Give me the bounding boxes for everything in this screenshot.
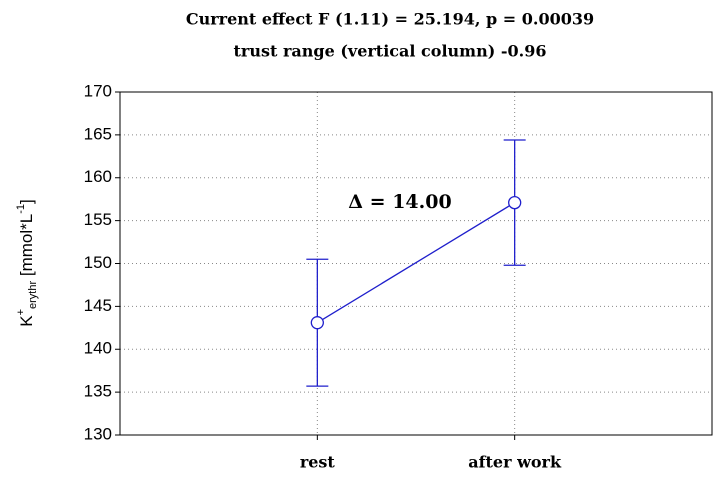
y-tick-label: 130	[84, 424, 112, 443]
y-axis-label: K+erythr [mmol*L-1]	[15, 199, 39, 327]
point	[310, 316, 324, 330]
y-tick-label: 150	[84, 253, 112, 272]
y-tick-label: 135	[84, 382, 112, 401]
y-label-part: [mmol*L	[17, 214, 36, 281]
y-label-part: -1	[15, 204, 27, 214]
y-tick-label: 165	[84, 124, 112, 143]
plot-frame	[119, 91, 713, 436]
chart-title: Current effect F (1.11) = 25.194, p = 0.…	[186, 10, 594, 29]
x-tick-label: after work	[468, 453, 562, 472]
chart-subtitle: trust range (vertical column) -0.96	[234, 42, 547, 61]
y-label-part: ]	[17, 199, 36, 204]
x-tick-label: rest	[300, 453, 336, 472]
y-tick-label: 155	[84, 210, 112, 229]
point	[508, 195, 522, 210]
y-label-part: erythr	[27, 281, 39, 309]
y-tick-label: 145	[84, 296, 112, 315]
y-tick-label: 140	[84, 339, 112, 358]
y-label-part: +	[15, 309, 27, 315]
series-line	[316, 202, 516, 324]
y-label-part: K	[17, 315, 36, 327]
y-tick-label: 170	[84, 81, 112, 100]
annotation: Δ = 14.00	[348, 191, 451, 213]
y-tick-label: 160	[84, 167, 112, 186]
